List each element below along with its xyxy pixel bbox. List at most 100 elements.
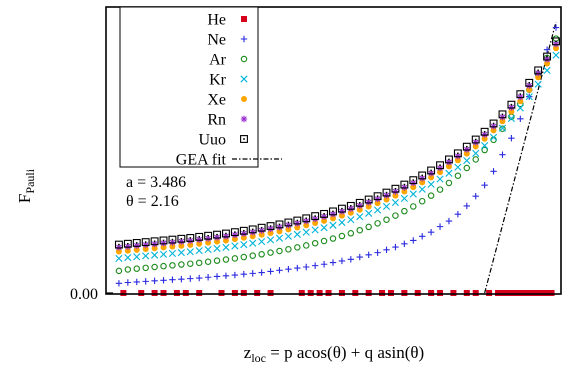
point-ne — [222, 272, 230, 280]
point-kr — [436, 175, 444, 183]
point-ne — [490, 168, 497, 175]
point-xe — [356, 206, 363, 213]
point-xe — [267, 229, 274, 236]
point-rn — [294, 220, 301, 227]
point-he — [352, 290, 359, 296]
point-ar — [285, 246, 292, 253]
point-ne — [276, 267, 283, 274]
point-he — [298, 290, 305, 296]
y-axis-label-sub: Pauli — [23, 168, 37, 193]
point-rn — [249, 228, 256, 236]
point-ne — [329, 259, 337, 266]
point-ne — [294, 264, 301, 272]
point-he — [428, 290, 435, 296]
point-kr — [266, 236, 275, 244]
point-ne — [401, 240, 408, 247]
point-rn — [427, 170, 435, 177]
point-xe — [124, 247, 131, 254]
point-ne — [463, 202, 470, 210]
point-ar — [320, 237, 328, 245]
point-xe — [463, 150, 470, 157]
point-kr — [151, 251, 159, 259]
point-uuo — [204, 231, 213, 240]
point-uuo — [525, 78, 534, 87]
point-kr — [347, 216, 355, 224]
point-kr — [365, 209, 373, 217]
point-ar — [418, 197, 426, 205]
point-kr — [534, 80, 542, 88]
point-uuo — [409, 176, 418, 185]
point-he — [512, 290, 519, 296]
point-xe — [187, 241, 194, 248]
point-rn — [222, 233, 230, 240]
point-ar — [463, 164, 471, 172]
point-kr — [249, 239, 257, 247]
point-ne — [124, 279, 132, 286]
legend-swatch-ne — [240, 35, 248, 43]
point-xe — [347, 209, 354, 216]
point-kr — [124, 254, 132, 262]
point-uuo — [462, 142, 471, 151]
point-ar — [552, 35, 560, 42]
legend-label-ne: Ne — [207, 32, 226, 49]
point-kr — [320, 224, 328, 232]
point-xe — [258, 231, 265, 238]
point-xe — [178, 242, 185, 249]
point-xe — [330, 215, 336, 222]
point-kr — [142, 252, 150, 260]
legend: He Ne Ar Kr Xe Rn Uuo GEA fit — [119, 6, 282, 169]
point-ar — [169, 262, 176, 269]
point-xe — [445, 163, 452, 170]
legend-label-uuo: Uuo — [198, 132, 226, 149]
point-ne — [552, 24, 560, 31]
point-rn — [543, 56, 551, 63]
point-ne — [374, 249, 381, 256]
point-ne — [472, 193, 479, 200]
point-he — [182, 290, 189, 296]
point-he — [486, 290, 493, 296]
point-ar — [356, 226, 364, 234]
point-ar — [338, 232, 346, 240]
point-rn — [374, 195, 381, 203]
point-he — [437, 290, 444, 296]
point-ne — [187, 275, 194, 282]
point-xe — [142, 246, 149, 253]
point-uuo — [337, 204, 346, 213]
point-xe — [383, 196, 390, 203]
point-xe — [303, 222, 310, 229]
point-xe — [526, 86, 533, 93]
legend-swatch-uuo — [240, 135, 248, 143]
point-he — [517, 290, 524, 296]
legend-swatch-kr — [240, 75, 248, 83]
point-kr — [213, 244, 221, 253]
legend-swatch-xe — [241, 96, 247, 102]
point-rn — [267, 225, 274, 233]
point-he — [450, 290, 457, 296]
point-ne — [204, 274, 212, 281]
point-uuo — [132, 238, 141, 247]
point-xe — [419, 179, 426, 186]
point-rn — [285, 222, 292, 229]
legend-box — [119, 6, 259, 168]
point-uuo — [222, 229, 230, 238]
point-uuo — [391, 184, 400, 193]
point-uuo — [552, 37, 560, 46]
point-ne — [311, 262, 319, 269]
point-uuo — [186, 234, 195, 242]
point-uuo — [427, 166, 436, 175]
point-he — [267, 290, 274, 296]
legend-label-gea-fit: GEA fit — [176, 152, 227, 169]
point-ar — [454, 172, 462, 180]
point-xe — [517, 98, 524, 105]
point-kr — [231, 242, 239, 250]
point-uuo — [114, 240, 123, 249]
point-he — [387, 290, 394, 296]
point-ar — [499, 125, 506, 132]
point-kr — [516, 104, 524, 112]
point-xe — [401, 188, 408, 195]
point-kr — [338, 218, 346, 227]
point-ne — [115, 280, 123, 287]
point-xe — [240, 234, 247, 241]
point-kr — [356, 213, 364, 221]
point-xe — [222, 237, 229, 244]
